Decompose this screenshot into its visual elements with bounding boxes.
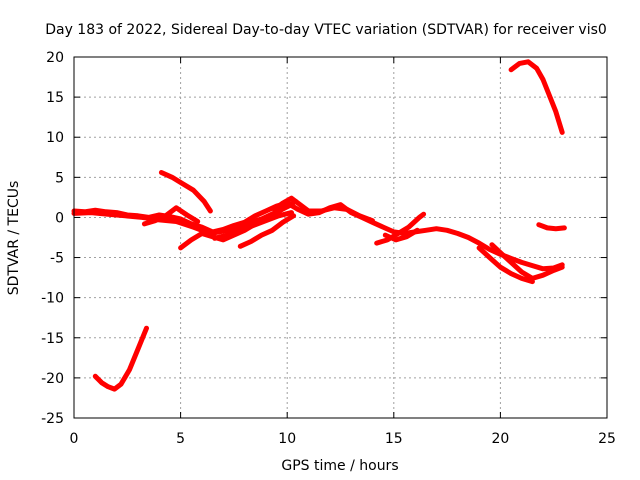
y-tick-label: -5 bbox=[50, 251, 64, 267]
plot-frame bbox=[73, 56, 608, 419]
grid bbox=[74, 57, 607, 418]
y-axis-label: SDTVAR / TECUs bbox=[6, 181, 22, 296]
y-tick-label: 20 bbox=[46, 50, 64, 66]
x-tick-label: 10 bbox=[278, 431, 296, 447]
axis-ticks: 0 5 10 15 20 25 -25 -20 -15 -10 -5 0 5 10 15 20 bbox=[41, 50, 616, 447]
series-arc-5 bbox=[141, 205, 201, 227]
series-arc-13 bbox=[476, 245, 535, 285]
y-tick-label: 5 bbox=[55, 170, 64, 186]
series-arc-7 bbox=[212, 210, 294, 241]
series-arc-4 bbox=[158, 170, 213, 214]
y-tick-label: -20 bbox=[41, 371, 64, 387]
y-tick-label: 10 bbox=[46, 130, 64, 146]
x-tick-label: 25 bbox=[598, 431, 616, 447]
series-arc-10 bbox=[374, 211, 427, 246]
x-tick-label: 0 bbox=[70, 431, 79, 447]
series-group bbox=[71, 59, 567, 392]
series-arc-8 bbox=[237, 213, 297, 249]
y-tick-label: 0 bbox=[55, 210, 64, 226]
y-tick-label: -10 bbox=[41, 291, 64, 307]
series-arc-11 bbox=[382, 227, 420, 243]
y-tick-label: 15 bbox=[46, 90, 64, 106]
series-arc-14 bbox=[508, 59, 565, 135]
series-arc-12 bbox=[489, 242, 565, 281]
chart-title: Day 183 of 2022, Sidereal Day-to-day VTE… bbox=[45, 22, 607, 38]
series-arc-3 bbox=[92, 325, 149, 392]
x-tick-label: 20 bbox=[491, 431, 509, 447]
series-arc-15 bbox=[536, 222, 567, 232]
x-tick-label: 5 bbox=[176, 431, 185, 447]
y-tick-label: -25 bbox=[41, 411, 64, 427]
y-tick-label: -15 bbox=[41, 331, 64, 347]
x-axis-label: GPS time / hours bbox=[281, 458, 398, 474]
x-tick-label: 15 bbox=[385, 431, 403, 447]
series-arc-9 bbox=[271, 195, 375, 224]
